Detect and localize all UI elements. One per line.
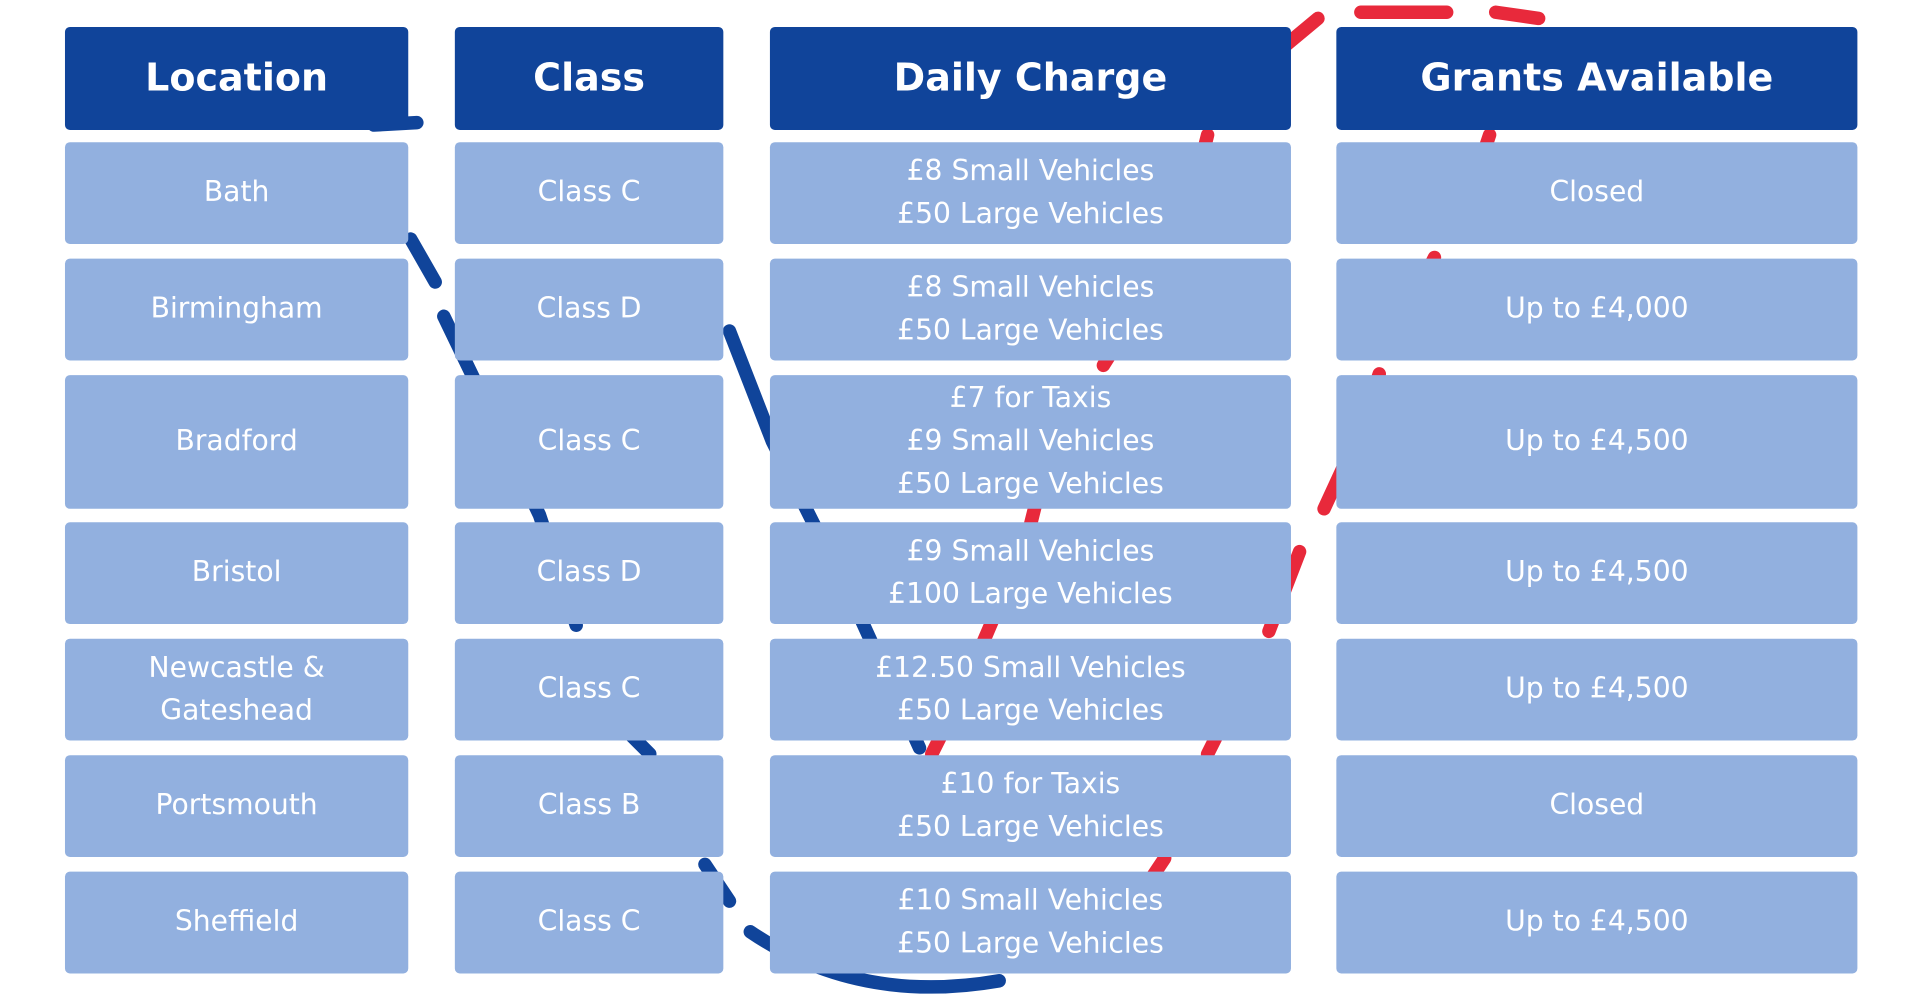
cell-line: Portsmouth (155, 789, 318, 822)
table-cell-charge: £8 Small Vehicles £50 Large Vehicles (769, 258, 1291, 361)
cell-line: Bradford (175, 425, 298, 458)
column-header-charge: Daily Charge (769, 26, 1291, 130)
table-cell-charge: £10 for Taxis £50 Large Vehicles (769, 755, 1291, 857)
cell-line: Bristol (191, 556, 282, 589)
table-cell-charge: £7 for Taxis £9 Small Vehicles £50 Large V… (769, 375, 1291, 509)
table-cell-charge: £8 Small Vehicles £50 Large Vehicles (769, 142, 1291, 244)
cell-line: £50 Large Vehicles (897, 197, 1164, 230)
table-cell-location: Bath (64, 142, 409, 244)
table-cell-grants: Up to £4,500 (1336, 522, 1858, 625)
cell-line: Birmingham (150, 293, 323, 325)
cell-line: Sheffield (174, 906, 299, 938)
table-cell-class: Class D (454, 522, 724, 625)
table-cell-location: Bradford (64, 375, 409, 509)
cell-line: Gateshead (160, 694, 313, 727)
cell-line: £100 Large Vehicles (888, 578, 1173, 610)
column-header-location: Location (64, 26, 409, 130)
cell-line: £9 Small Vehicles (906, 425, 1155, 458)
table-cell-grants: Up to £4,500 (1336, 871, 1858, 974)
cell-line: £50 Large Vehicles (897, 810, 1164, 843)
table-cell-class: Class C (454, 375, 724, 509)
cell-line: £10 for Taxis (940, 768, 1121, 800)
cell-line: Bath (203, 176, 270, 209)
cell-line: £10 Small Vehicles (897, 884, 1164, 917)
cell-line: £8 Small Vehicles (906, 271, 1155, 304)
table-cell-charge: £12.50 Small Vehicles £50 Large Vehicles (769, 638, 1291, 741)
table-cell-grants: Closed (1336, 755, 1858, 857)
table-cell-charge: £10 Small Vehicles £50 Large Vehicles (769, 871, 1291, 974)
table-cell-location: Bristol (64, 522, 409, 625)
column-header-grants: Grants Available (1336, 26, 1858, 130)
cell-line: £8 Small Vehicles (906, 155, 1155, 187)
table-cell-class: Class C (454, 142, 724, 244)
table-cell-class: Class B (454, 755, 724, 857)
cell-line: £9 Small Vehicles (906, 535, 1155, 568)
cell-line: £50 Large Vehicles (897, 468, 1164, 501)
cell-line: £50 Large Vehicles (897, 314, 1164, 347)
table-cell-class: Class C (454, 871, 724, 974)
cell-line: £50 Large Vehicles (897, 927, 1164, 960)
cell-line: Newcastle & (148, 651, 325, 684)
table-cell-location: Newcastle & Gateshead (64, 638, 409, 741)
cell-line: £50 Large Vehicles (897, 694, 1164, 727)
table-cell-location: Sheffield (64, 871, 409, 974)
table-cell-grants: Up to £4,000 (1336, 258, 1858, 361)
table-cell-location: Birmingham (64, 258, 409, 361)
table-cell-grants: Up to £4,500 (1336, 375, 1858, 509)
table-cell-class: Class C (454, 638, 724, 741)
table-cell-grants: Up to £4,500 (1336, 638, 1858, 741)
table-cell-grants: Closed (1336, 142, 1858, 244)
table-cell-class: Class D (454, 258, 724, 361)
table-cell-charge: £9 Small Vehicles £100 Large Vehicles (769, 522, 1291, 625)
table-cell-location: Portsmouth (64, 755, 409, 857)
cell-line: £7 for Taxis (949, 382, 1112, 415)
column-header-class: Class (454, 26, 724, 130)
cell-line: £12.50 Small Vehicles (875, 651, 1186, 684)
